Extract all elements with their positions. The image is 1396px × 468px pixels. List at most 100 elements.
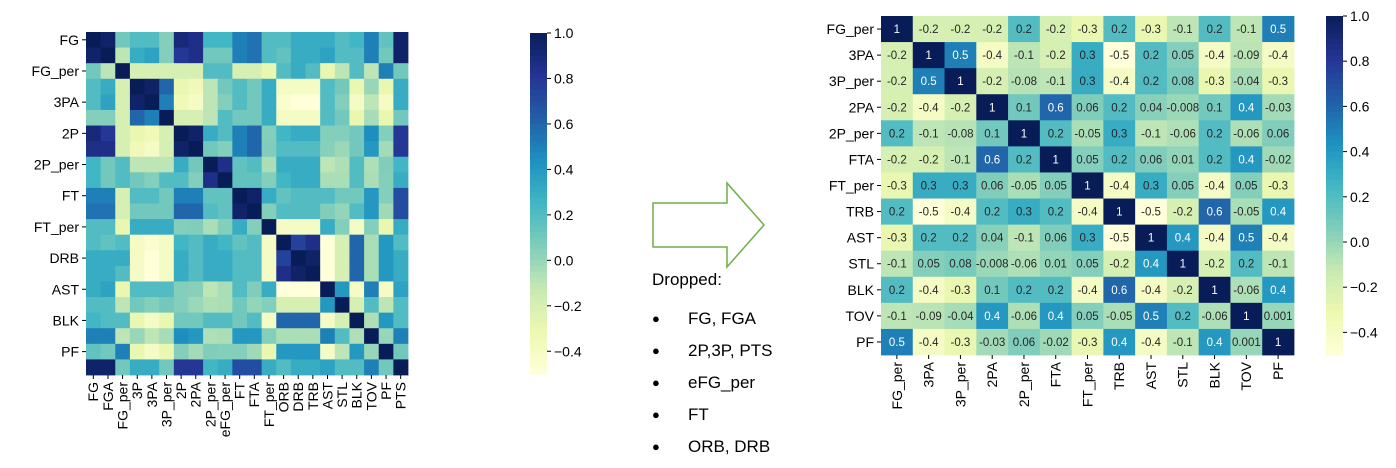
row-label: 2P_per <box>34 157 79 173</box>
heatmap-cell <box>129 265 145 282</box>
heatmap-cell <box>349 250 365 267</box>
cell-annotation: -0.04 <box>947 311 974 323</box>
heatmap-cell <box>1039 68 1073 95</box>
colorbar-segment <box>530 311 547 318</box>
heatmap-cell <box>334 312 350 329</box>
heatmap-cell <box>276 203 292 220</box>
row-label: FT_per <box>829 178 874 194</box>
heatmap-cell <box>1039 42 1073 69</box>
heatmap-cell <box>334 187 350 204</box>
colorbar-segment <box>1326 202 1343 209</box>
cell-annotation: -0.3 <box>1078 24 1098 36</box>
heatmap-cell <box>349 203 365 220</box>
colorbar-segment <box>530 33 547 40</box>
cell-annotation: 0.2 <box>1016 285 1032 297</box>
colorbar-segment <box>530 129 547 136</box>
heatmap-cell <box>247 328 263 345</box>
heatmap-cell <box>203 141 219 158</box>
heatmap-cell <box>378 343 394 360</box>
colorbar-segment <box>1326 298 1343 305</box>
heatmap-cell <box>86 172 102 189</box>
colorbar-segment <box>1326 168 1343 175</box>
heatmap-cell <box>129 156 145 173</box>
heatmap-cell <box>203 359 219 376</box>
heatmap-cell <box>217 343 233 360</box>
cell-annotation: -0.3 <box>951 337 971 349</box>
colorbar-segment <box>530 89 547 97</box>
cell-annotation: 0.08 <box>949 259 971 271</box>
heatmap-cell <box>276 297 292 314</box>
cell-annotation: -0.3 <box>1268 76 1288 88</box>
cell-annotation: 0.6 <box>1048 102 1064 114</box>
heatmap-cell <box>144 47 160 64</box>
heatmap-cell <box>159 47 175 64</box>
heatmap-cell <box>1135 94 1168 121</box>
heatmap-cell <box>1166 94 1200 121</box>
heatmap-cell <box>86 343 102 360</box>
heatmap-cell <box>290 219 306 236</box>
heatmap-cell <box>1071 276 1104 304</box>
heatmap-cell <box>100 343 116 360</box>
heatmap-cell <box>1135 16 1168 43</box>
heatmap-cell <box>364 328 380 345</box>
heatmap-cell <box>944 224 977 252</box>
colorbar-segment <box>530 38 547 45</box>
heatmap-cell <box>232 47 248 64</box>
heatmap-cell <box>378 219 394 236</box>
cell-annotation: 0.4 <box>1048 311 1065 323</box>
heatmap-cell <box>115 78 131 95</box>
transition-arrow <box>652 181 765 269</box>
cell-annotation: 0.05 <box>1235 181 1257 193</box>
heatmap-cell <box>881 16 914 43</box>
heatmap-cell <box>912 146 945 173</box>
cell-annotation: 0.6 <box>984 154 1000 166</box>
heatmap-cell <box>247 343 263 360</box>
cell-annotation: 1 <box>1211 285 1217 297</box>
heatmap-cell <box>944 302 977 330</box>
heatmap-cell <box>364 343 380 360</box>
heatmap-cell <box>349 172 365 189</box>
colorbar-segment <box>530 305 547 313</box>
heatmap-cell <box>276 312 292 329</box>
heatmap-cell <box>276 250 292 267</box>
heatmap-cell <box>364 187 380 204</box>
heatmap-cell <box>349 63 365 80</box>
colorbar-tick-label: 1.0 <box>1350 8 1370 24</box>
heatmap-cell <box>305 125 321 142</box>
heatmap-cell <box>115 219 131 236</box>
heatmap-cell <box>173 78 189 95</box>
heatmap-cell <box>115 328 131 345</box>
cell-annotation: 0.1 <box>1207 102 1223 114</box>
heatmap-cell <box>188 234 204 251</box>
heatmap-cell <box>1166 250 1200 278</box>
heatmap-cell <box>976 94 1009 121</box>
heatmap-cell <box>203 63 219 80</box>
cell-annotation: -0.3 <box>1205 76 1225 88</box>
heatmap-cell <box>976 16 1009 43</box>
heatmap-cell <box>276 125 292 142</box>
row-label: FTA <box>849 151 875 167</box>
cell-annotation: -0.1 <box>887 311 907 323</box>
heatmap-cell <box>86 250 102 267</box>
cell-annotation: -0.2 <box>982 76 1002 88</box>
heatmap-cell <box>1262 120 1295 147</box>
heatmap-cell <box>305 203 321 220</box>
heatmap-cell <box>881 146 914 173</box>
heatmap-cell <box>188 78 204 95</box>
cell-annotation: 0.1 <box>984 285 1000 297</box>
heatmap-cell <box>290 47 306 64</box>
heatmap-cell <box>320 187 336 204</box>
heatmap-cell <box>144 343 160 360</box>
colorbar-tick-label: 0.0 <box>554 252 574 268</box>
colorbar-tick-label: −0.4 <box>554 343 582 359</box>
cell-annotation: 0.2 <box>1111 24 1127 36</box>
heatmap-cell <box>290 297 306 314</box>
heatmap-cell <box>944 16 977 43</box>
heatmap-cell <box>129 250 145 267</box>
cell-annotation: -0.4 <box>919 285 939 297</box>
heatmap-cell <box>1103 146 1136 173</box>
colorbar-segment <box>1326 326 1343 333</box>
heatmap-cell <box>115 172 131 189</box>
heatmap-cell <box>129 328 145 345</box>
cell-annotation: -0.06 <box>1201 311 1227 323</box>
